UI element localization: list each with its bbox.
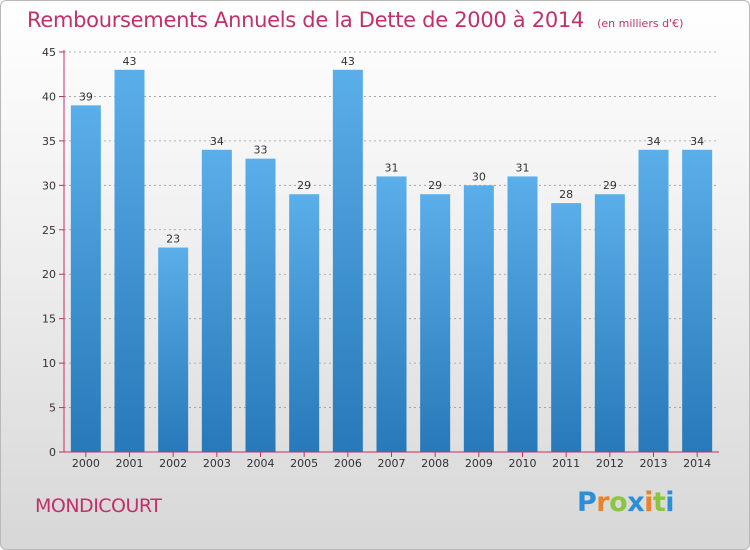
logo-letter: i (665, 487, 675, 518)
logo-letter: P (577, 487, 597, 518)
y-tick-label: 25 (42, 224, 56, 237)
bar-2008 (420, 194, 451, 452)
x-tick-label: 2010 (509, 457, 537, 470)
bar-value-label: 31 (516, 161, 530, 174)
bar-value-label: 43 (123, 55, 137, 68)
x-tick-label: 2006 (334, 457, 362, 470)
y-tick-label: 15 (42, 313, 56, 326)
x-tick-label: 2005 (290, 457, 318, 470)
y-tick-label: 40 (42, 90, 56, 103)
logo-letter: r (596, 487, 610, 518)
bar-value-label: 34 (210, 135, 224, 148)
x-tick-label: 2014 (683, 457, 711, 470)
y-tick-label: 0 (49, 446, 56, 459)
x-tick-label: 2004 (247, 457, 275, 470)
x-tick-label: 2001 (116, 457, 144, 470)
bar-2011 (551, 203, 582, 452)
x-tick-label: 2003 (203, 457, 231, 470)
y-tick-label: 5 (49, 402, 56, 415)
y-tick-label: 20 (42, 268, 56, 281)
x-tick-label: 2012 (596, 457, 624, 470)
logo-letter: x (627, 487, 645, 518)
bar-2010 (507, 176, 538, 452)
bar-value-label: 23 (166, 233, 180, 246)
bar-2012 (594, 194, 625, 452)
bar-value-label: 39 (79, 90, 93, 103)
commune-name: MONDICOURT (35, 495, 162, 517)
x-tick-label: 2011 (552, 457, 580, 470)
bar-value-label: 30 (472, 170, 486, 183)
y-tick-label: 45 (42, 46, 56, 59)
chart-title-unit: (en milliers d'€) (597, 17, 684, 30)
bar-2004 (245, 158, 276, 452)
x-tick-label: 2013 (640, 457, 668, 470)
x-tick-label: 2007 (378, 457, 406, 470)
logo-letter: o (609, 487, 628, 518)
x-tick-label: 2002 (159, 457, 187, 470)
y-tick-label: 35 (42, 135, 56, 148)
bar-2013 (638, 149, 669, 452)
bar-2002 (158, 247, 189, 452)
bar-value-label: 34 (690, 135, 704, 148)
bar-2005 (289, 194, 320, 452)
y-tick-label: 30 (42, 179, 56, 192)
chart-title: Remboursements Annuels de la Dette de 20… (27, 8, 683, 32)
x-tick-label: 2008 (421, 457, 449, 470)
y-tick-label: 10 (42, 357, 56, 370)
bar-2003 (201, 149, 232, 452)
bar-value-label: 29 (428, 179, 442, 192)
bar-value-label: 28 (559, 188, 573, 201)
bar-value-label: 31 (385, 161, 399, 174)
bar-2001 (114, 69, 145, 453)
bar-value-label: 29 (297, 179, 311, 192)
bar-value-label: 29 (603, 179, 617, 192)
bar-2007 (376, 176, 407, 452)
bar-value-label: 33 (254, 144, 268, 157)
logo-letter: i (644, 487, 653, 518)
bar-2000 (70, 105, 101, 452)
x-tick-label: 2009 (465, 457, 493, 470)
proxiti-logo: Proxiti (577, 487, 675, 518)
bar-value-label: 43 (341, 55, 355, 68)
logo-letter: t (652, 487, 666, 518)
chart-title-main: Remboursements Annuels de la Dette de 20… (27, 8, 584, 32)
bar-2006 (332, 69, 363, 453)
x-tick-label: 2000 (72, 457, 100, 470)
bar-2014 (682, 149, 713, 452)
bar-value-label: 34 (647, 135, 661, 148)
bar-2009 (463, 185, 494, 453)
